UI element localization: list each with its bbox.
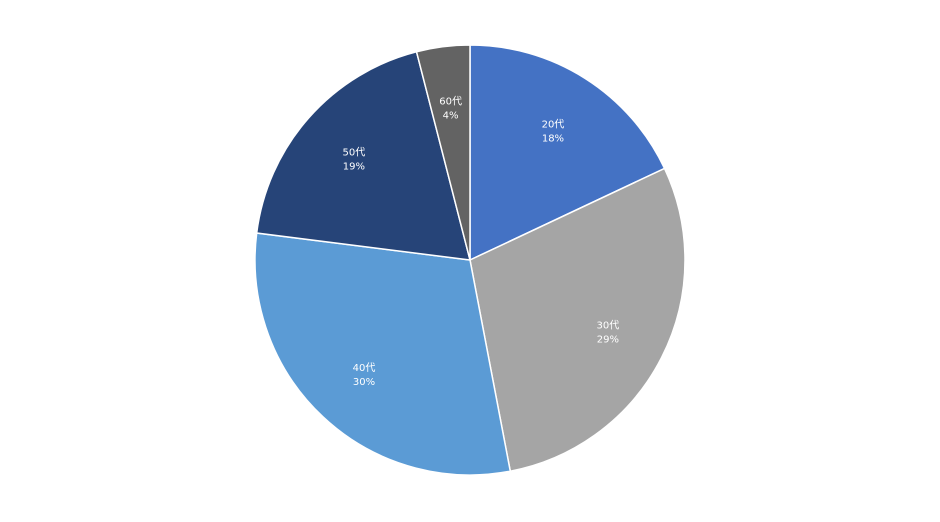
slice-percent-label-3: 19%: [343, 162, 365, 173]
slice-percent-label-4: 4%: [443, 110, 459, 121]
pie-slice-0: [469, 44, 666, 262]
pie-slices: [254, 44, 686, 476]
pie-slice-3: [255, 50, 472, 261]
slice-category-label-2: 40代: [353, 362, 376, 374]
slice-category-label-1: 30代: [597, 319, 620, 331]
slice-percent-label-0: 18%: [542, 133, 564, 144]
pie-slice-4: [415, 44, 471, 261]
pie-slice-2: [254, 232, 512, 476]
pie-labels: 20代 18% 30代 29% 40代 30% 50代 19% 60代 4%: [343, 95, 620, 387]
slice-category-label-3: 50代: [343, 147, 366, 159]
slice-category-label-0: 20代: [542, 118, 565, 130]
slice-percent-label-2: 30%: [353, 377, 375, 388]
pie-slice-1: [469, 167, 686, 473]
slice-category-label-4: 60代: [439, 95, 462, 107]
slice-percent-label-1: 29%: [597, 334, 619, 345]
